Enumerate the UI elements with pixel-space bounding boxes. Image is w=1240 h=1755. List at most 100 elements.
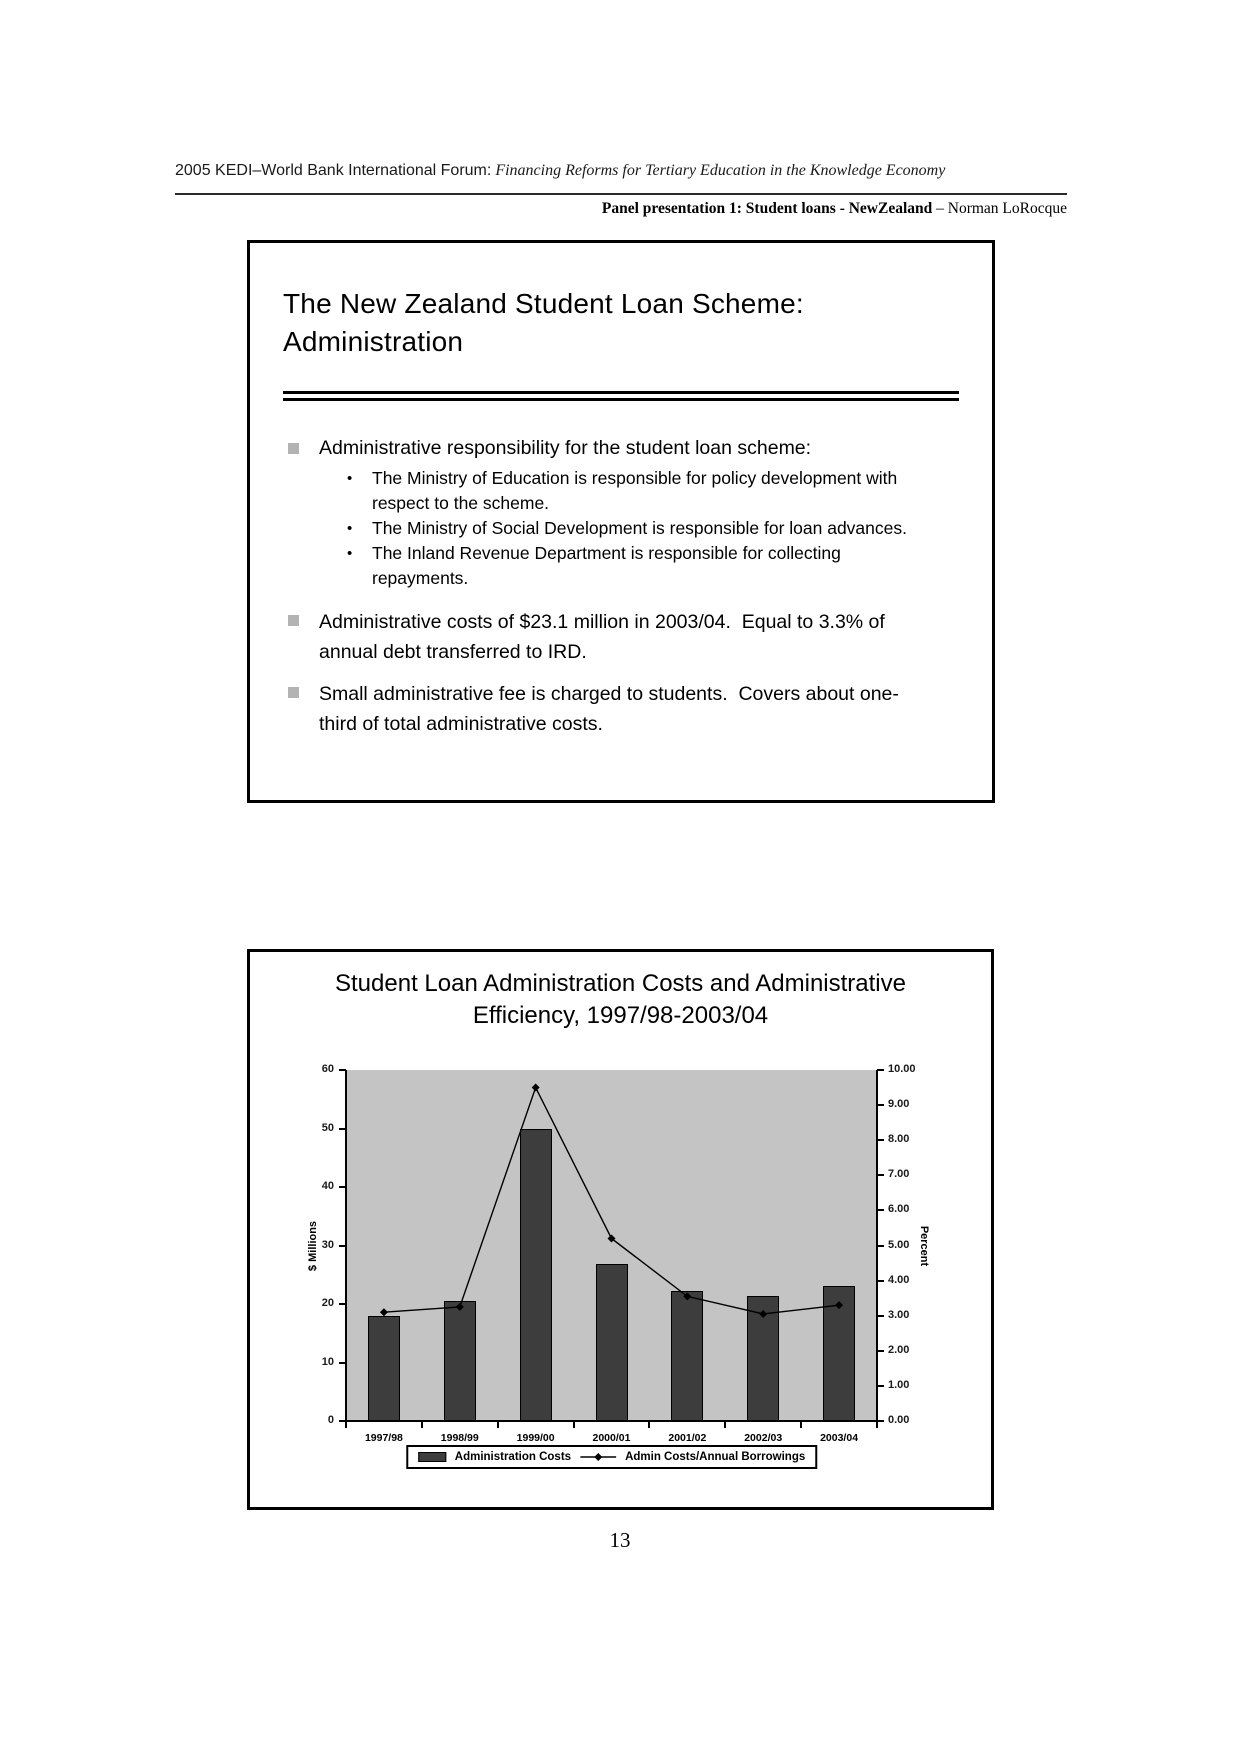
y2-axis-tick: [877, 1314, 884, 1317]
square-bullet-icon: [288, 615, 299, 626]
sub-bullet-text: The Inland Revenue Department is respons…: [372, 543, 841, 588]
y2-axis-tick-label: 2.00: [888, 1343, 910, 1356]
chart-canvas: 0 10 20 30 40 50 60 0.00 1.00 2.00 3.00 4.00 5.00 6.0…: [250, 952, 991, 1507]
bullet-text: Small administrative fee is charged to s…: [319, 683, 899, 735]
x-axis-label: 2003/04: [820, 1432, 859, 1444]
y2-axis-tick: [877, 1104, 884, 1107]
y2-axis-tick-label: 0.00: [888, 1414, 910, 1426]
sub-bullet-text: The Ministry of Education is responsible…: [372, 468, 898, 513]
bullet-text: Administrative costs of $23.1 million in…: [319, 611, 885, 663]
y2-axis-tick: [877, 1384, 884, 1387]
y2-axis-tick: [877, 1069, 884, 1071]
chart-title-line2: Efficiency, 1997/98-2003/04: [472, 1002, 769, 1029]
y2-axis-tick: [877, 1244, 884, 1247]
y2-axis-tick: [877, 1279, 884, 1282]
legend-label-bars: Administration Costs: [454, 1451, 572, 1463]
chart-title-line1: Student Loan Administration Costs and Ad…: [335, 970, 906, 997]
y-axis-tick: [339, 1069, 346, 1071]
legend-label-line: Admin Costs/Annual Borrowings: [625, 1451, 806, 1463]
y-axis-tick-label: 0: [327, 1414, 334, 1426]
slide-chart: Student Loan Administration Costs and Ad…: [247, 949, 994, 1510]
y-axis-tick-label: 60: [321, 1063, 334, 1075]
bullet-body: Administrative responsibility for the st…: [319, 435, 952, 591]
y2-axis-line: [876, 1070, 878, 1422]
y2-axis-tick-label: 7.00: [888, 1168, 910, 1181]
x-axis-label: 1999/00: [516, 1432, 555, 1444]
y-axis-title: $ Millions: [307, 1220, 319, 1271]
panel-header-line: Panel presentation 1: Student loans - Ne…: [175, 200, 1067, 218]
forum-subtitle: Financing Reforms for Tertiary Education…: [491, 162, 946, 179]
bar-1997/98: [367, 1316, 400, 1421]
y-axis-tick: [339, 1420, 346, 1422]
x-axis-line: [345, 1420, 878, 1422]
bar-2002/03: [747, 1295, 780, 1421]
chart-legend: Administration Costs Admin Costs/Annual B…: [405, 1445, 818, 1469]
y-axis-tick: [339, 1186, 346, 1188]
sub-bullet-list: • The Ministry of Education is responsib…: [319, 466, 952, 591]
bar-2003/04: [823, 1285, 856, 1421]
bar-2001/02: [671, 1290, 704, 1421]
dot-bullet-icon: •: [347, 520, 353, 537]
y2-axis-tick: [877, 1349, 884, 1352]
panel-title: Panel presentation 1: Student loans - Ne…: [601, 200, 933, 217]
y-axis-line: [345, 1070, 347, 1422]
bullet-body: Administrative costs of $23.1 million in…: [319, 607, 952, 667]
page-number: 13: [609, 1528, 631, 1552]
y2-axis-tick: [877, 1174, 884, 1177]
y2-axis-tick-label: 6.00: [888, 1203, 910, 1216]
bullet-body: Small administrative fee is charged to s…: [319, 679, 952, 739]
bullet-item: Small administrative fee is charged to s…: [288, 679, 952, 739]
sub-bullet-item: • The Ministry of Social Development is …: [347, 516, 952, 541]
square-bullet-icon: [288, 443, 299, 454]
line-marker-icon: [580, 1453, 617, 1461]
y2-axis-tick-label: 9.00: [888, 1098, 910, 1111]
x-axis-label: 1997/98: [364, 1432, 403, 1444]
x-axis-tick: [420, 1421, 423, 1428]
forum-title: 2005 KEDI–World Bank International Forum…: [175, 162, 492, 179]
rule-bottom: [283, 398, 959, 401]
rule-top: [283, 391, 959, 394]
title-double-rule: [283, 391, 959, 401]
sub-bullet-text: The Ministry of Social Development is re…: [372, 518, 907, 538]
y-axis-tick: [339, 1361, 346, 1364]
x-axis-tick: [496, 1421, 499, 1428]
sub-bullet-item: • The Inland Revenue Department is respo…: [347, 541, 952, 591]
x-axis-tick: [648, 1421, 651, 1428]
y2-axis-tick-label: 3.00: [888, 1308, 910, 1321]
slide1-bullets: Administrative responsibility for the st…: [288, 435, 952, 739]
y-axis-tick-label: 10: [321, 1355, 334, 1368]
sub-bullet-item: • The Ministry of Education is responsib…: [347, 466, 952, 516]
y2-axis-tick-label: 5.00: [888, 1238, 910, 1251]
header-divider: [175, 193, 1067, 195]
y2-axis-tick-label: 10.00: [888, 1063, 916, 1075]
x-axis-tick: [572, 1421, 575, 1428]
y2-axis-tick: [877, 1420, 884, 1422]
bullet-item: Administrative costs of $23.1 million in…: [288, 607, 952, 667]
bullet-item: Administrative responsibility for the st…: [288, 435, 952, 591]
y2-axis-title: Percent: [918, 1225, 930, 1266]
x-axis-tick: [345, 1421, 347, 1428]
y-axis-tick: [339, 1244, 346, 1247]
y-axis-tick-label: 40: [321, 1180, 334, 1192]
y2-axis-tick: [877, 1209, 884, 1212]
x-axis-tick: [800, 1421, 803, 1428]
x-axis-tick: [876, 1421, 878, 1428]
bar-1998/99: [443, 1301, 476, 1421]
dot-bullet-icon: •: [347, 545, 353, 562]
y-axis-tick: [339, 1303, 346, 1305]
slide-administration: The New Zealand Student Loan Scheme: Adm…: [247, 240, 995, 803]
y-axis-tick: [339, 1127, 346, 1130]
y2-axis-tick-label: 8.00: [888, 1133, 910, 1146]
x-axis-label: 2002/03: [744, 1432, 783, 1444]
y-axis-tick-label: 30: [321, 1238, 334, 1251]
bar-1999/00: [519, 1128, 552, 1421]
forum-header-line: 2005 KEDI–World Bank International Forum…: [175, 162, 1067, 180]
x-axis-label: 2001/02: [668, 1432, 707, 1444]
slide1-title: The New Zealand Student Loan Scheme: Adm…: [283, 288, 819, 357]
panel-author: – Norman LoRocque: [932, 200, 1067, 217]
chart-title: Student Loan Administration Costs and Ad…: [250, 968, 991, 1032]
y2-axis-tick-label: 4.00: [888, 1273, 910, 1286]
page-header: 2005 KEDI–World Bank International Forum…: [175, 162, 1067, 218]
y2-axis-tick-label: 1.00: [888, 1378, 910, 1391]
